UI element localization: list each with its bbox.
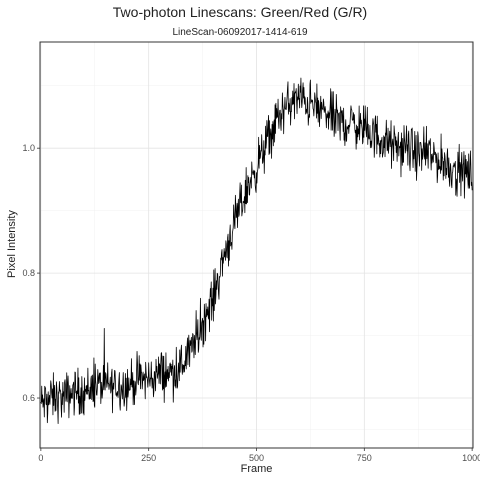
x-tick-label: 250 [141, 453, 156, 463]
x-tick-label: 500 [249, 453, 264, 463]
data-line [40, 77, 473, 424]
y-tick-label: 0.8 [22, 268, 35, 278]
x-axis-label: Frame [240, 463, 273, 475]
y-tick-label: 1.0 [22, 143, 35, 153]
x-tick-label: 1000 [462, 453, 480, 463]
chart-subtitle: LineScan-06092017-1414-619 [172, 27, 308, 38]
y-tick-label: 0.6 [22, 393, 35, 403]
chart-title: Two-photon Linescans: Green/Red (G/R) [112, 4, 368, 20]
x-tick-label: 0 [38, 453, 43, 463]
y-axis-label: Pixel Intensity [6, 210, 18, 278]
x-tick-label: 750 [357, 453, 372, 463]
